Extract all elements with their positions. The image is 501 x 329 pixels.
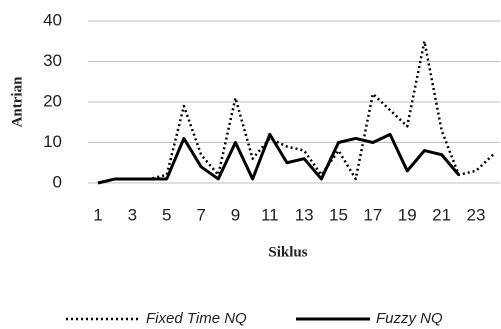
y-tick-label: 30 (43, 51, 62, 70)
x-tick-label: 23 (466, 205, 485, 224)
y-tick-label: 20 (43, 91, 62, 110)
x-tick-label: 7 (196, 205, 205, 224)
y-tick-label: 10 (43, 132, 62, 151)
x-tick-label: 21 (432, 205, 451, 224)
legend-label: Fixed Time NQ (146, 310, 247, 327)
x-tick-label: 11 (261, 205, 279, 224)
x-tick-label: 17 (363, 205, 382, 224)
x-tick-label: 19 (398, 205, 417, 224)
x-tick-label: 9 (231, 205, 240, 224)
x-tick-label: 1 (93, 205, 102, 224)
legend-label: Fuzzy NQ (376, 310, 443, 327)
series-line (97, 40, 494, 185)
x-axis-title: Siklus (268, 244, 307, 260)
y-axis-title: Antrian (9, 76, 25, 127)
x-tick-label: 15 (329, 205, 348, 224)
series-line (97, 132, 460, 185)
x-tick-label: 3 (128, 205, 137, 224)
x-tick-label: 13 (295, 205, 314, 224)
y-tick-label: 40 (43, 10, 62, 29)
x-tick-label: 5 (162, 205, 171, 224)
y-tick-label: 0 (53, 172, 62, 191)
